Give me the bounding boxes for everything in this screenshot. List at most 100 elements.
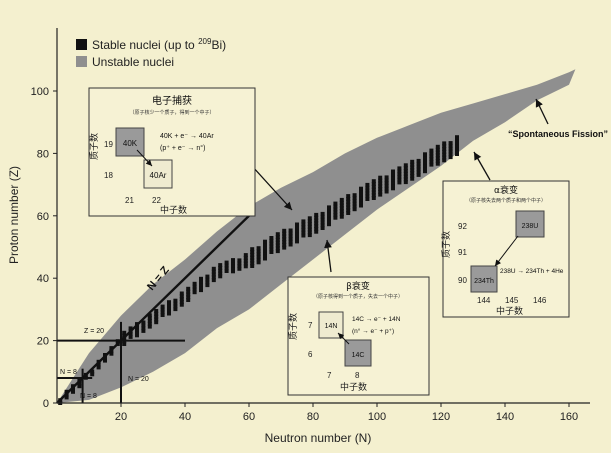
stable-nucleus bbox=[135, 324, 139, 329]
stable-nucleus bbox=[448, 143, 453, 148]
stable-nucleus bbox=[455, 152, 459, 156]
stable-nucleus bbox=[397, 177, 402, 182]
stable-nucleus bbox=[442, 155, 447, 160]
beta-arrow bbox=[324, 239, 332, 273]
stable-nucleus bbox=[384, 186, 389, 191]
y-tick-label: 100 bbox=[31, 86, 49, 98]
beta-decay-arrow bbox=[337, 332, 350, 345]
stable-nucleus bbox=[333, 210, 338, 215]
beta-equation: 14C → e⁻ + 14N bbox=[352, 316, 401, 323]
stable-nucleus bbox=[397, 172, 402, 176]
stable-nucleus bbox=[359, 186, 363, 191]
stable-nucleus bbox=[423, 152, 427, 157]
stable-nucleus bbox=[135, 327, 139, 332]
stable-nucleus bbox=[359, 189, 363, 194]
stable-nucleus bbox=[237, 266, 242, 271]
stable-nucleus bbox=[410, 173, 415, 178]
stable-nucleus bbox=[378, 175, 383, 180]
stable-nucleus bbox=[160, 307, 165, 312]
stable-nucleus bbox=[448, 149, 453, 154]
y-ticks: 0 20 40 60 80 100 bbox=[31, 86, 57, 410]
stable-nucleus bbox=[256, 251, 261, 256]
stable-nucleus bbox=[307, 227, 312, 232]
stable-nucleus bbox=[327, 208, 331, 213]
stable-nucleus bbox=[288, 234, 293, 239]
stable-nucleus bbox=[231, 258, 235, 263]
stable-nucleus bbox=[179, 291, 184, 296]
stable-nucleus bbox=[135, 333, 139, 338]
stable-nucleus bbox=[295, 225, 299, 230]
stable-nucleus bbox=[128, 332, 133, 336]
stable-nucleus bbox=[352, 201, 357, 206]
stable-nucleus bbox=[410, 168, 415, 173]
stable-nucleus bbox=[167, 311, 171, 316]
stable-nucleus bbox=[339, 209, 344, 214]
stable-nucleus bbox=[295, 231, 299, 235]
stable-nucleus bbox=[391, 186, 395, 191]
stable-nucleus bbox=[320, 214, 325, 219]
stable-nucleus bbox=[448, 152, 453, 157]
stable-nucleus bbox=[410, 176, 415, 181]
stable-nucleus bbox=[301, 225, 306, 229]
stable-nucleus bbox=[275, 237, 280, 242]
x-tick-label: 160 bbox=[560, 411, 578, 423]
stable-nucleus bbox=[269, 236, 274, 240]
stable-nucleus bbox=[269, 238, 274, 243]
stable-nucleus bbox=[263, 245, 267, 250]
stable-nucleus bbox=[224, 269, 229, 273]
stable-nucleus bbox=[192, 290, 197, 295]
stable-nucleus bbox=[314, 212, 319, 217]
beta-inset-frame bbox=[287, 276, 430, 396]
stable-nucleus bbox=[410, 162, 415, 167]
stable-nucleus bbox=[192, 287, 197, 292]
stable-nucleus bbox=[339, 197, 344, 202]
stable-nucleus bbox=[211, 269, 216, 274]
stable-nucleus bbox=[224, 260, 229, 265]
n20-label: N = 20 bbox=[128, 376, 149, 383]
stable-nucleus bbox=[295, 233, 299, 238]
stable-nucleus bbox=[250, 264, 255, 268]
fission-arrow bbox=[535, 98, 549, 125]
stable-nucleus bbox=[435, 161, 440, 166]
beta-n-tick-8: 8 bbox=[355, 371, 360, 380]
stable-nucleus bbox=[307, 219, 312, 224]
stable-nucleus bbox=[410, 165, 415, 170]
stable-nucleus bbox=[288, 242, 293, 247]
stable-nucleus bbox=[147, 321, 152, 326]
stable-nucleus bbox=[122, 342, 127, 346]
legend-unstable-label: Unstable nuclei bbox=[92, 55, 174, 69]
stable-nucleus bbox=[384, 175, 389, 180]
stable-nucleus bbox=[423, 166, 427, 171]
stable-nucleus bbox=[288, 236, 293, 241]
stable-nucleus bbox=[397, 169, 402, 174]
stable-nucleus bbox=[186, 286, 191, 291]
stable-nucleus bbox=[128, 334, 133, 339]
y-tick-label: 0 bbox=[43, 398, 49, 410]
stable-nucleus bbox=[423, 163, 427, 168]
alpha-n-tick-146: 146 bbox=[533, 296, 547, 305]
stable-nucleus bbox=[346, 208, 351, 213]
alpha-parent-box bbox=[515, 210, 545, 238]
stable-nucleus bbox=[346, 194, 351, 199]
stable-nucleus bbox=[307, 230, 312, 235]
stable-nucleus bbox=[295, 228, 299, 233]
stable-nucleus bbox=[71, 389, 75, 394]
stable-nucleus bbox=[391, 172, 395, 177]
stable-nucleus bbox=[352, 207, 357, 212]
stable-nucleus bbox=[295, 222, 299, 227]
stable-nucleus bbox=[307, 221, 312, 226]
stable-nucleus bbox=[199, 285, 203, 290]
stable-nucleus bbox=[256, 254, 261, 259]
stable-nucleus bbox=[391, 177, 395, 182]
beta-z-label: 质子数 bbox=[287, 313, 299, 340]
stable-nucleus bbox=[154, 311, 159, 316]
x-tick-label: 100 bbox=[368, 411, 386, 423]
stable-nucleus bbox=[352, 196, 357, 200]
stable-nucleus bbox=[391, 183, 395, 188]
stable-nucleus bbox=[173, 304, 178, 309]
stable-nucleus bbox=[314, 215, 319, 220]
stable-nucleus bbox=[435, 158, 440, 163]
stable-nucleus bbox=[192, 281, 197, 286]
stable-nucleus bbox=[365, 191, 370, 196]
magic-number-layer bbox=[56, 214, 250, 404]
